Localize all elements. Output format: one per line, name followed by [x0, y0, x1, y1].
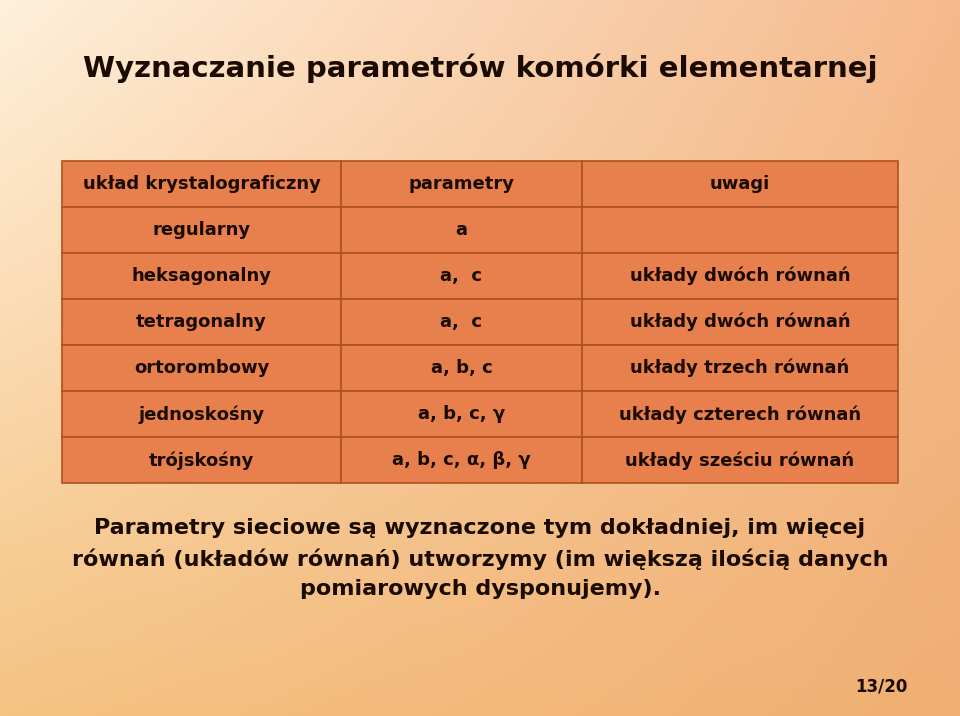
Text: układy czterech równań: układy czterech równań — [619, 405, 861, 423]
FancyBboxPatch shape — [62, 345, 341, 391]
FancyBboxPatch shape — [582, 207, 898, 253]
Text: ortorombowy: ortorombowy — [133, 359, 270, 377]
Text: 13/20: 13/20 — [854, 678, 907, 696]
Text: tetragonalny: tetragonalny — [136, 313, 267, 332]
Text: a,  c: a, c — [441, 313, 483, 332]
Text: trójskośny: trójskośny — [149, 451, 254, 470]
Text: a, b, c, α, β, γ: a, b, c, α, β, γ — [392, 451, 531, 469]
FancyBboxPatch shape — [62, 299, 341, 345]
FancyBboxPatch shape — [582, 161, 898, 207]
FancyBboxPatch shape — [582, 345, 898, 391]
Text: układ krystalograficzny: układ krystalograficzny — [83, 175, 321, 193]
Text: a: a — [455, 221, 468, 239]
Text: a, b, c: a, b, c — [431, 359, 492, 377]
Text: układy dwóch równań: układy dwóch równań — [630, 313, 851, 332]
FancyBboxPatch shape — [62, 207, 341, 253]
FancyBboxPatch shape — [62, 437, 341, 483]
Text: Wyznaczanie parametrów komórki elementarnej: Wyznaczanie parametrów komórki elementar… — [83, 53, 877, 83]
FancyBboxPatch shape — [341, 437, 582, 483]
Text: jednoskоśny: jednoskоśny — [138, 405, 265, 423]
FancyBboxPatch shape — [341, 345, 582, 391]
Text: regularny: regularny — [153, 221, 251, 239]
Text: układy sześciu równań: układy sześciu równań — [625, 451, 854, 470]
Text: układy dwóch równań: układy dwóch równań — [630, 267, 851, 286]
FancyBboxPatch shape — [341, 391, 582, 437]
FancyBboxPatch shape — [582, 299, 898, 345]
FancyBboxPatch shape — [62, 391, 341, 437]
FancyBboxPatch shape — [341, 207, 582, 253]
Text: heksagonalny: heksagonalny — [132, 267, 272, 285]
FancyBboxPatch shape — [341, 299, 582, 345]
FancyBboxPatch shape — [341, 161, 582, 207]
Text: Parametry sieciowe są wyznaczone tym dokładniej, im więcej
równań (układów równa: Parametry sieciowe są wyznaczone tym dok… — [72, 518, 888, 599]
Text: układy trzech równań: układy trzech równań — [630, 359, 850, 377]
FancyBboxPatch shape — [62, 253, 341, 299]
Text: parametry: parametry — [408, 175, 515, 193]
Text: a, b, c, γ: a, b, c, γ — [418, 405, 505, 423]
FancyBboxPatch shape — [62, 161, 341, 207]
Text: a,  c: a, c — [441, 267, 483, 285]
FancyBboxPatch shape — [582, 437, 898, 483]
FancyBboxPatch shape — [582, 253, 898, 299]
FancyBboxPatch shape — [582, 391, 898, 437]
FancyBboxPatch shape — [341, 253, 582, 299]
Text: uwagi: uwagi — [709, 175, 770, 193]
